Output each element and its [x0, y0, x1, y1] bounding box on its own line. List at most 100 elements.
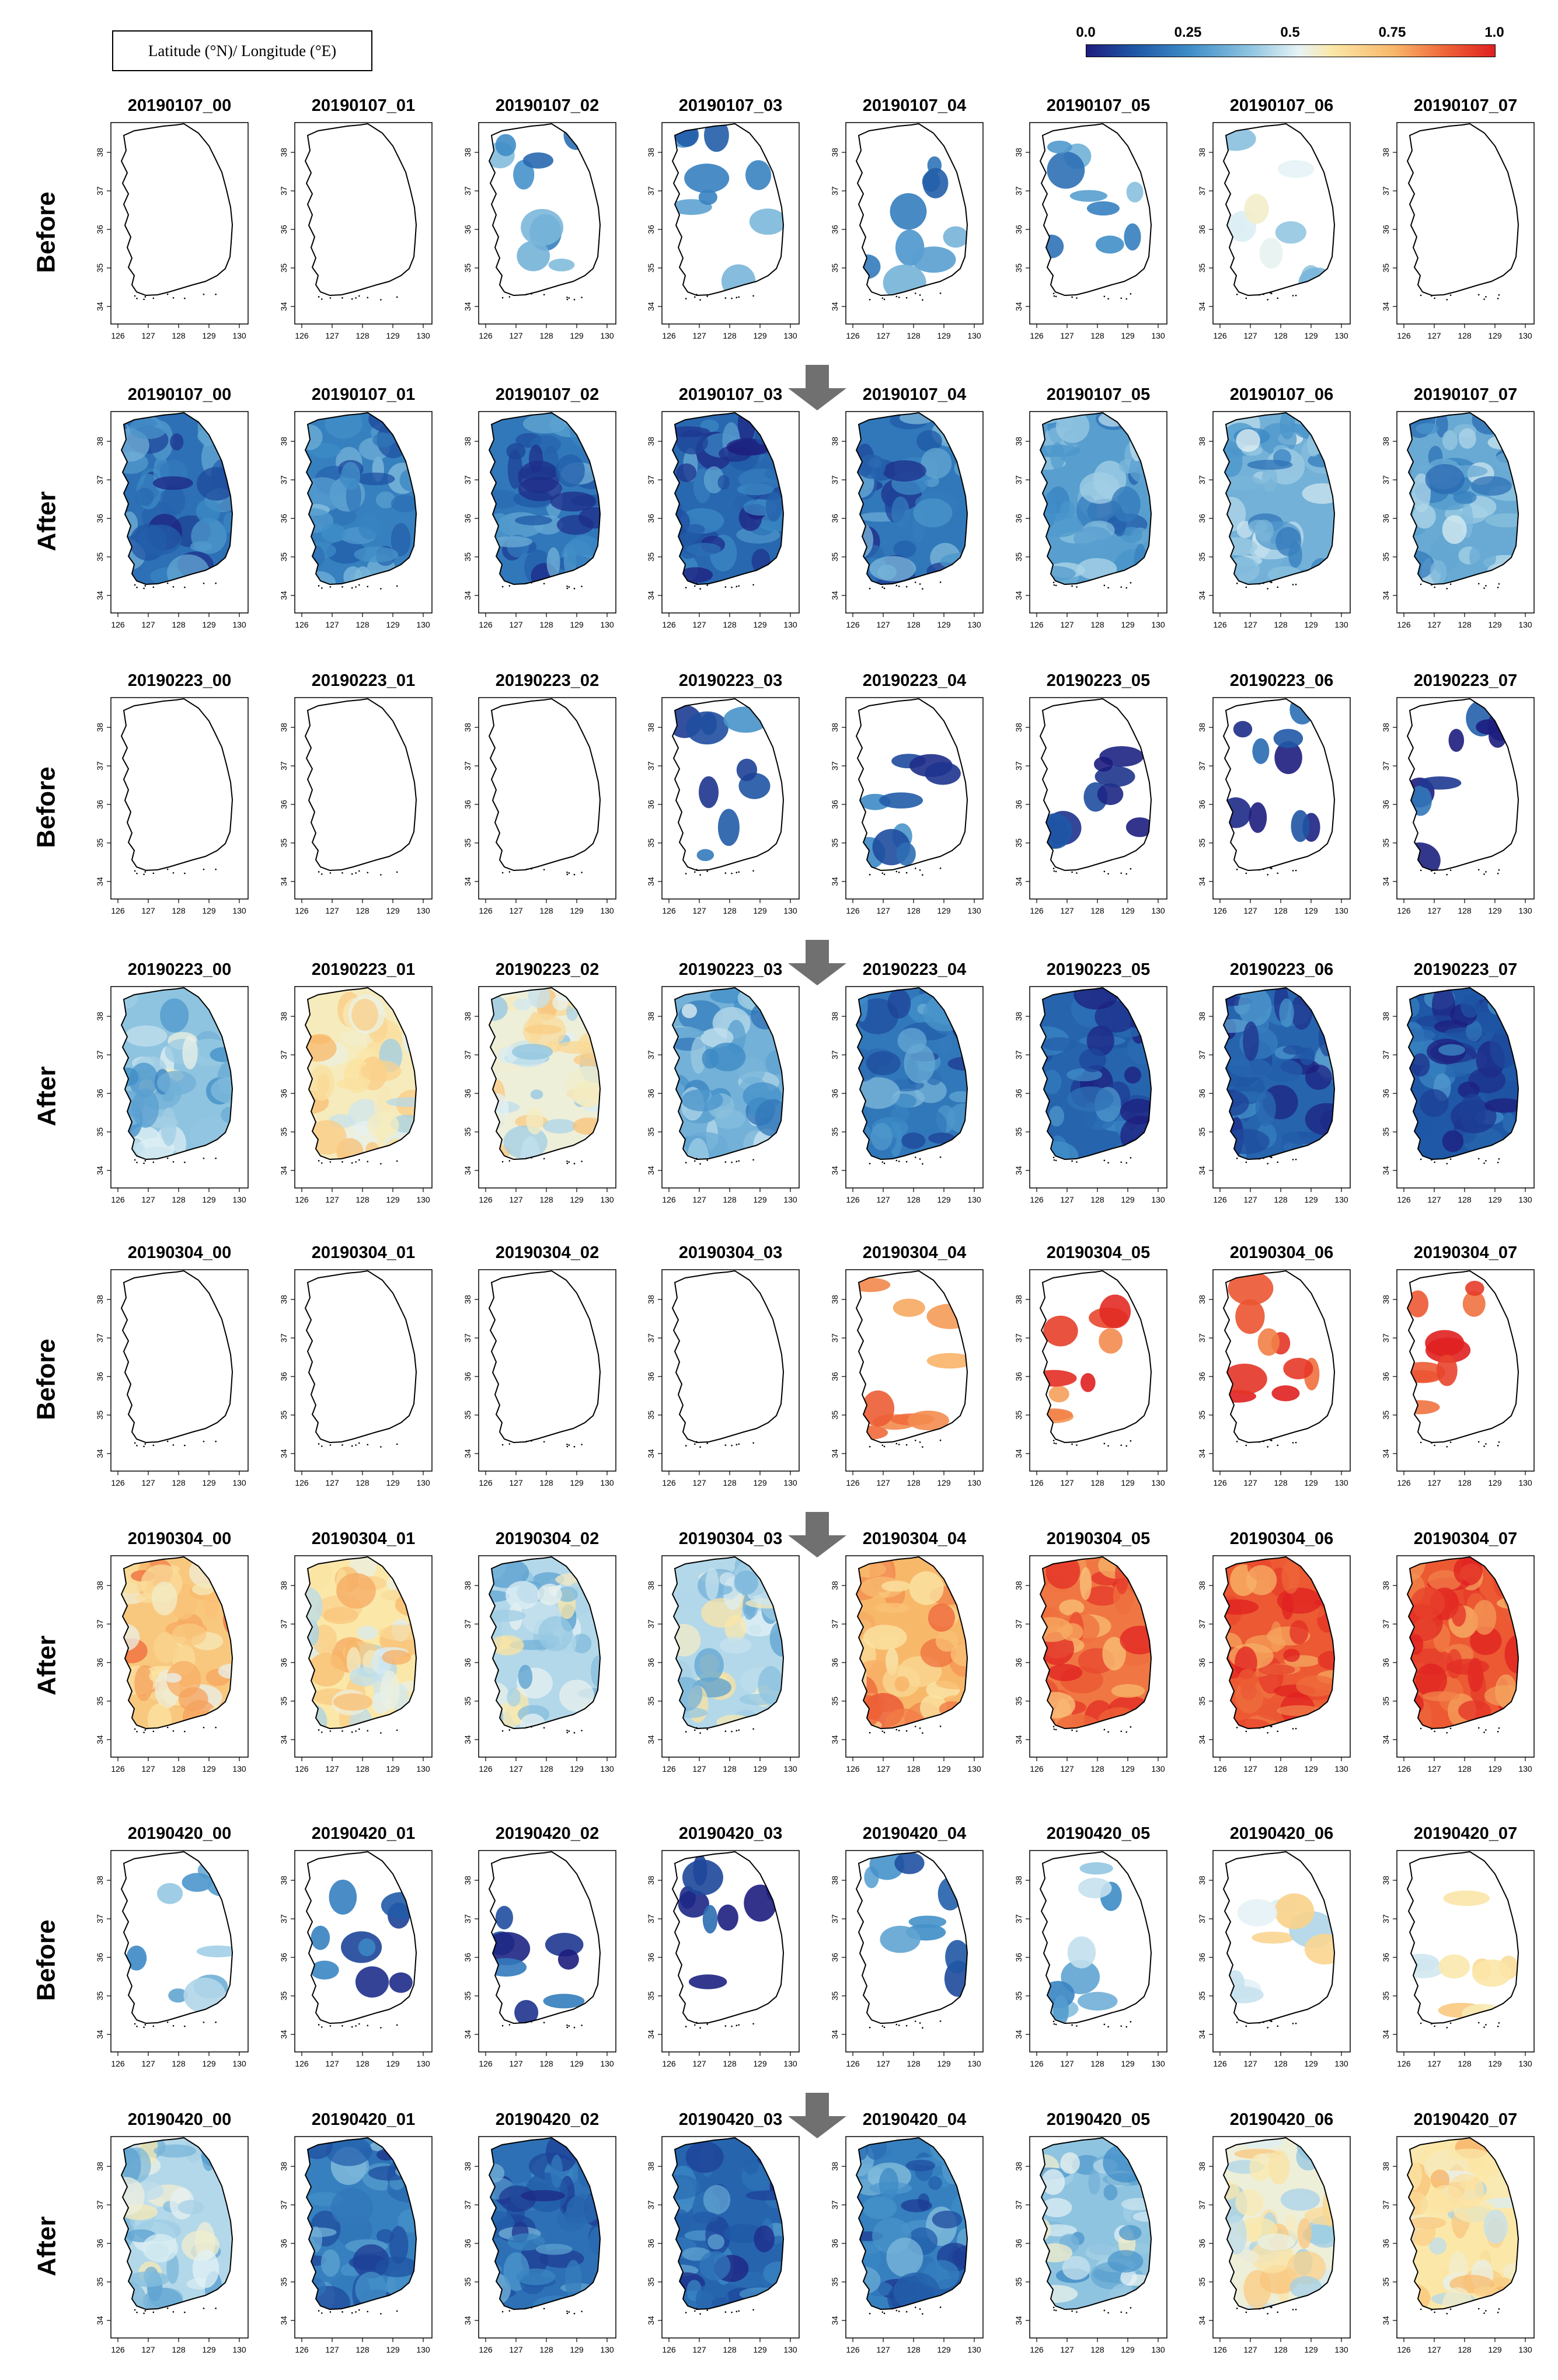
island-dot: [566, 1443, 568, 1445]
row-label: After: [32, 1635, 61, 1695]
lon-tick-label: 130: [783, 1195, 797, 1204]
lat-tick-label: 37: [95, 761, 104, 771]
island-dot: [696, 1727, 698, 1729]
island-dot: [581, 872, 583, 873]
island-dot: [1420, 294, 1422, 297]
lat-tick-label: 38: [830, 2162, 839, 2171]
lon-tick-label: 128: [907, 906, 921, 915]
lon-tick-label: 129: [202, 1195, 216, 1204]
island-dot: [694, 2310, 696, 2312]
korea-coastline: [1222, 987, 1336, 1161]
island-dot: [581, 586, 583, 587]
island-dot: [699, 2027, 701, 2029]
island-dot: [1258, 1441, 1260, 1443]
lat-tick-label: 34: [1014, 2030, 1023, 2039]
lon-tick-label: 130: [967, 1764, 981, 1773]
lat-tick-label: 38: [279, 1876, 288, 1885]
lat-tick-label: 36: [463, 1089, 472, 1098]
lon-tick-label: 129: [1488, 1195, 1502, 1204]
lon-tick-label: 126: [479, 2059, 493, 2068]
lat-tick-label: 37: [1381, 761, 1390, 771]
island-dot: [914, 867, 916, 869]
island-dot: [1270, 1439, 1272, 1441]
island-dot: [380, 588, 382, 590]
plot-frame: [845, 986, 984, 1189]
korea-coastline: [1406, 2137, 1519, 2311]
lon-tick-label: 130: [967, 2345, 981, 2354]
lat-tick-label: 34: [95, 1449, 104, 1458]
island-dot: [320, 1162, 323, 1164]
island-dot: [1420, 869, 1422, 872]
island-dot: [396, 2024, 398, 2026]
lon-tick-label: 127: [1243, 1478, 1257, 1487]
lat-tick-label: 37: [830, 2200, 839, 2210]
island-dot: [1130, 1726, 1132, 1728]
island-dot: [1245, 1730, 1247, 1733]
island-dot: [166, 2021, 169, 2023]
plot-frame: [1029, 1555, 1167, 1758]
island-dot: [203, 582, 205, 584]
lon-tick-label: 129: [1304, 331, 1318, 340]
island-dot: [143, 587, 145, 590]
lat-tick-label: 38: [279, 148, 288, 157]
lat-tick-label: 34: [1197, 302, 1207, 311]
lon-tick-label: 127: [1243, 2059, 1257, 2068]
lat-tick-label: 38: [1197, 723, 1207, 732]
island-dot: [1107, 1731, 1109, 1733]
lat-tick-label: 36: [646, 225, 656, 234]
lon-tick-label: 129: [202, 1478, 216, 1487]
island-dot: [914, 1156, 916, 1158]
lon-tick-label: 128: [723, 1478, 737, 1487]
island-dot: [883, 1162, 886, 1165]
island-dot: [573, 2312, 576, 2315]
plot-frame: [110, 1269, 249, 1472]
lon-tick-label: 128: [1274, 2345, 1288, 2354]
island-dot: [1446, 1445, 1448, 1448]
island-dot: [694, 2024, 696, 2026]
lon-tick-label: 128: [1274, 620, 1288, 629]
island-dot: [1485, 2310, 1487, 2312]
island-dot: [134, 1442, 136, 1444]
island-dot: [531, 582, 532, 584]
lon-tick-label: 128: [1274, 1478, 1288, 1487]
lon-tick-label: 129: [753, 620, 767, 629]
lon-tick-label: 130: [232, 906, 246, 915]
lon-tick-label: 130: [600, 906, 614, 915]
island-dot: [508, 2024, 511, 2026]
island-dot: [919, 869, 921, 871]
island-dot: [543, 2308, 545, 2310]
lon-tick-label: 128: [1090, 2345, 1104, 2354]
island-dot: [1295, 1441, 1297, 1444]
island-dot: [1431, 2023, 1432, 2025]
island-dot: [355, 1444, 357, 1446]
island-dot: [696, 2022, 698, 2023]
lon-tick-label: 126: [479, 2345, 493, 2354]
island-dot: [566, 587, 569, 590]
island-dot: [1449, 869, 1452, 871]
field-fill: [305, 988, 416, 1159]
island-dot: [508, 1729, 511, 1731]
korea-coastline: [488, 1270, 601, 1444]
island-dot: [895, 295, 898, 298]
island-dot: [380, 299, 382, 301]
island-dot: [501, 586, 504, 588]
island-dot: [215, 1726, 217, 1729]
lon-tick-label: 130: [1151, 2345, 1165, 2354]
lat-tick-label: 35: [830, 552, 839, 562]
lon-tick-label: 126: [846, 906, 860, 915]
lat-tick-label: 35: [1014, 1127, 1023, 1137]
row-label: Before: [32, 191, 61, 273]
lon-tick-label: 126: [1030, 2345, 1044, 2354]
lat-tick-label: 38: [1381, 723, 1390, 732]
lon-tick-label: 126: [479, 1195, 493, 1204]
island-dot: [1071, 296, 1073, 298]
island-dot: [706, 584, 708, 586]
island-dot: [215, 868, 217, 870]
lon-tick-label: 126: [295, 2059, 309, 2068]
lon-tick-label: 127: [692, 2059, 706, 2068]
island-dot: [724, 297, 727, 299]
lat-tick-label: 34: [1197, 877, 1207, 886]
island-dot: [1053, 2023, 1055, 2025]
